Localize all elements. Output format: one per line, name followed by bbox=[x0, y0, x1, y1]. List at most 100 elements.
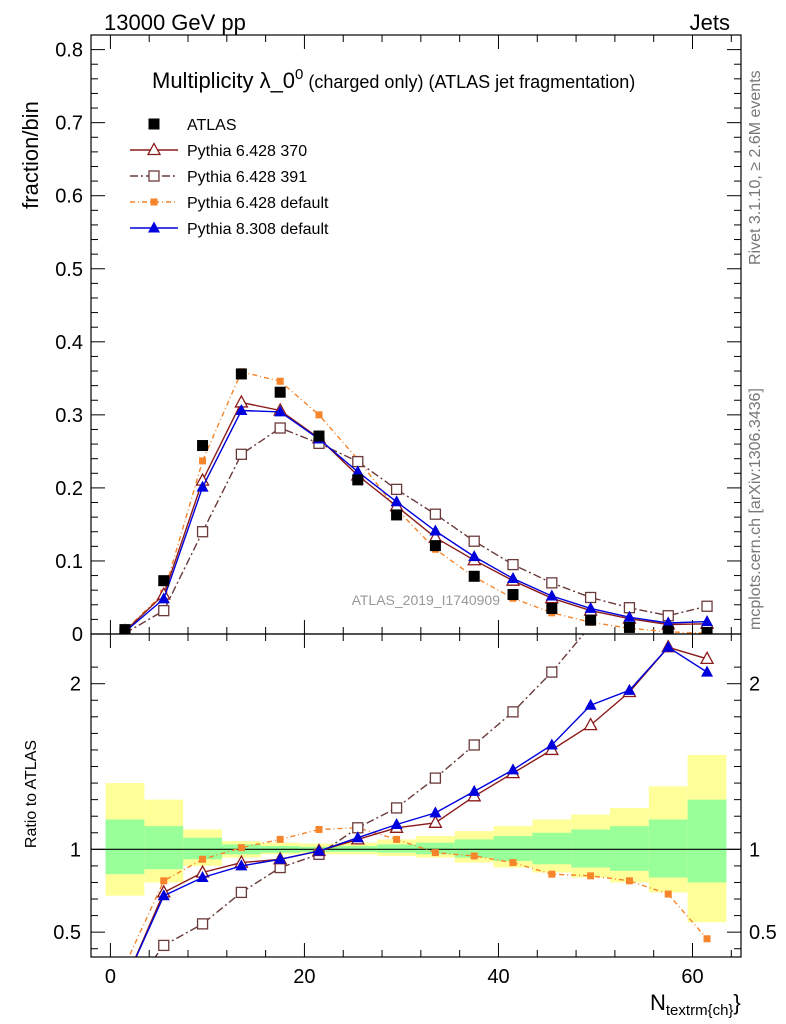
ratio-point bbox=[351, 831, 364, 843]
y-tick-label: 0.1 bbox=[55, 551, 83, 573]
data-point bbox=[507, 571, 520, 583]
data-point bbox=[468, 535, 480, 547]
ratio-point bbox=[587, 872, 595, 880]
band-inner bbox=[532, 832, 572, 865]
ratio-point bbox=[701, 665, 714, 677]
data-point bbox=[623, 610, 636, 622]
band-inner bbox=[571, 829, 611, 868]
data-point bbox=[507, 589, 519, 601]
ratio-y-tick-label-right: 2 bbox=[749, 674, 760, 696]
data-point bbox=[546, 577, 558, 589]
data-point bbox=[274, 422, 286, 434]
legend-label: Pythia 6.428 default bbox=[187, 195, 329, 212]
header-right: Jets bbox=[690, 10, 730, 35]
data-point bbox=[701, 600, 713, 612]
band-inner bbox=[377, 844, 416, 853]
legend-label: Pythia 8.308 default bbox=[187, 221, 329, 238]
ratio-line bbox=[128, 827, 708, 957]
ratio-point bbox=[625, 877, 633, 885]
data-point bbox=[623, 621, 635, 633]
x-axis-label: Ntextrm{ch}} bbox=[650, 990, 741, 1019]
ratio-line bbox=[135, 646, 708, 957]
ratio-point bbox=[390, 802, 403, 814]
band-inner bbox=[648, 819, 688, 878]
chart-title: Multiplicity λ_00 (charged only) (ATLAS … bbox=[152, 66, 635, 93]
data-point bbox=[584, 601, 597, 613]
header-left: 13000 GeV pp bbox=[104, 10, 246, 35]
ratio-point bbox=[120, 993, 130, 1003]
data-point bbox=[352, 474, 364, 486]
ratio-point bbox=[507, 763, 520, 775]
ratio-line bbox=[154, 634, 585, 957]
ratio-point bbox=[237, 844, 245, 852]
ratio-point bbox=[545, 738, 558, 750]
ratio-point bbox=[315, 825, 323, 833]
data-point bbox=[507, 558, 519, 571]
data-point bbox=[276, 377, 284, 385]
data-point bbox=[390, 483, 403, 496]
y-tick-label: 0.7 bbox=[55, 113, 83, 135]
ratio-point bbox=[196, 918, 209, 930]
x-tick-label: 40 bbox=[487, 966, 509, 988]
legend-label: Pythia 6.428 370 bbox=[187, 143, 307, 160]
ratio-y-tick-label: 0.5 bbox=[53, 922, 81, 944]
ratio-y-tick-label-right: 1 bbox=[749, 839, 760, 861]
ratio-point bbox=[390, 817, 403, 829]
data-point bbox=[662, 616, 675, 628]
ratio-point bbox=[274, 852, 287, 864]
data-point bbox=[468, 570, 480, 582]
legend-marker bbox=[148, 118, 160, 130]
data-point bbox=[274, 405, 287, 417]
band-inner bbox=[105, 819, 145, 875]
y-tick-label: 0 bbox=[72, 624, 83, 646]
y-tick-label: 0.5 bbox=[55, 259, 83, 281]
band-inner bbox=[416, 842, 455, 855]
data-point bbox=[235, 403, 248, 415]
y-axis-label: fraction/bin bbox=[18, 101, 43, 209]
data-point bbox=[429, 508, 442, 520]
ratio-point bbox=[546, 666, 558, 678]
band-inner bbox=[144, 826, 184, 870]
data-point bbox=[391, 509, 403, 521]
ratio-frame bbox=[90, 633, 742, 958]
mcplots-label: mcplots.cern.ch [arXiv:1306.3436] bbox=[747, 388, 764, 630]
data-point bbox=[352, 455, 364, 468]
ratio-point bbox=[121, 962, 128, 969]
ratio-point bbox=[583, 717, 598, 731]
data-point bbox=[119, 624, 131, 634]
ratio-point bbox=[196, 870, 209, 882]
series-tri_filled bbox=[120, 403, 714, 634]
ratio-point bbox=[468, 784, 481, 796]
ratio-point bbox=[157, 889, 170, 901]
ratio-point bbox=[160, 877, 168, 885]
data-point bbox=[196, 526, 209, 538]
legend-marker bbox=[146, 142, 162, 156]
x-tick-label: 60 bbox=[681, 966, 703, 988]
ratio-y-tick-label-right: 0.5 bbox=[749, 922, 777, 944]
legend: ATLAS Pythia 6.428 370 Pythia 6.428 391 Pyt… bbox=[130, 117, 329, 238]
series-line bbox=[124, 401, 708, 632]
ratio-point bbox=[429, 772, 442, 784]
watermark: ATLAS_2019_I1740909 bbox=[352, 592, 501, 608]
x-tick-label: 20 bbox=[293, 966, 315, 988]
ratio-point bbox=[428, 814, 443, 828]
data-point bbox=[351, 465, 364, 477]
legend-label: ATLAS bbox=[187, 117, 237, 134]
band-inner bbox=[493, 836, 533, 861]
data-point bbox=[313, 430, 325, 442]
ratio-point bbox=[276, 835, 284, 843]
band-inner bbox=[454, 839, 494, 858]
data-point bbox=[158, 575, 170, 587]
series-line bbox=[124, 409, 708, 633]
ratio-line bbox=[135, 646, 708, 957]
data-point bbox=[701, 627, 713, 634]
ratio-point bbox=[393, 835, 401, 843]
ratio-point bbox=[235, 859, 248, 871]
ratio-point bbox=[199, 855, 207, 863]
ratio-point bbox=[312, 844, 325, 856]
ratio-series-tri_filled bbox=[135, 640, 714, 957]
y-tick-label: 0.4 bbox=[55, 332, 83, 354]
ratio-series-sq_open bbox=[120, 634, 585, 1003]
